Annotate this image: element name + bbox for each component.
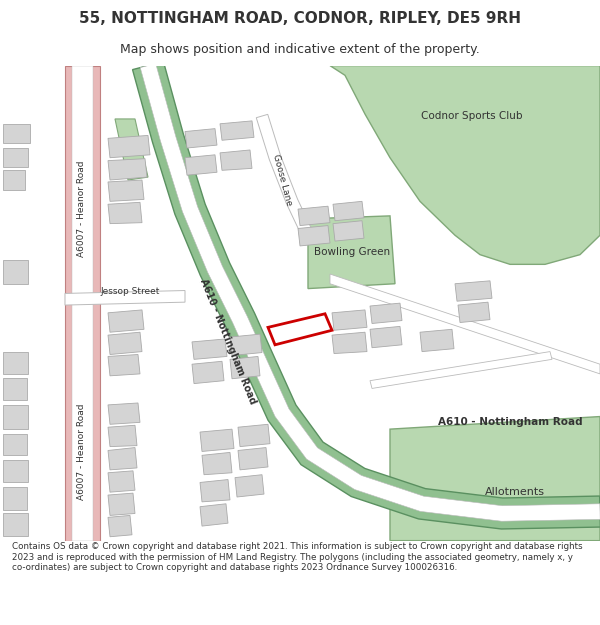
Text: Contains OS data © Crown copyright and database right 2021. This information is : Contains OS data © Crown copyright and d…: [12, 542, 583, 572]
Text: Goose Lane: Goose Lane: [271, 153, 293, 207]
Polygon shape: [108, 493, 135, 516]
Text: A610 - Nottingham Road: A610 - Nottingham Road: [198, 278, 258, 406]
Polygon shape: [200, 479, 230, 502]
Text: A6007 - Heanor Road: A6007 - Heanor Road: [77, 403, 86, 500]
Text: 55, NOTTINGHAM ROAD, CODNOR, RIPLEY, DE5 9RH: 55, NOTTINGHAM ROAD, CODNOR, RIPLEY, DE5…: [79, 11, 521, 26]
Polygon shape: [108, 310, 144, 332]
Text: A6007 - Heanor Road: A6007 - Heanor Road: [77, 161, 86, 258]
Polygon shape: [3, 352, 28, 374]
Polygon shape: [256, 114, 313, 238]
Polygon shape: [298, 226, 330, 246]
Polygon shape: [108, 159, 147, 180]
Polygon shape: [108, 202, 142, 224]
Text: Jessop Street: Jessop Street: [100, 287, 160, 296]
Polygon shape: [108, 471, 135, 492]
Polygon shape: [238, 448, 268, 470]
Polygon shape: [3, 124, 30, 143]
Polygon shape: [3, 460, 28, 482]
Polygon shape: [185, 129, 217, 148]
Polygon shape: [108, 332, 142, 354]
Polygon shape: [202, 452, 232, 475]
Polygon shape: [455, 281, 492, 301]
Polygon shape: [3, 148, 28, 168]
Polygon shape: [333, 221, 364, 241]
Polygon shape: [333, 201, 364, 221]
Polygon shape: [298, 206, 330, 226]
Text: Bowling Green: Bowling Green: [314, 247, 390, 257]
Polygon shape: [220, 150, 252, 171]
Polygon shape: [108, 448, 137, 470]
Text: Codnor Sports Club: Codnor Sports Club: [421, 111, 523, 121]
Polygon shape: [133, 62, 600, 529]
Text: A610 - Nottingham Road: A610 - Nottingham Road: [437, 418, 583, 428]
Polygon shape: [332, 332, 367, 354]
Polygon shape: [330, 66, 600, 264]
Polygon shape: [420, 329, 454, 352]
Polygon shape: [115, 119, 148, 180]
Polygon shape: [192, 361, 224, 384]
Polygon shape: [200, 429, 234, 451]
Polygon shape: [3, 488, 27, 509]
Polygon shape: [308, 216, 395, 289]
Polygon shape: [370, 352, 552, 388]
Polygon shape: [220, 121, 254, 140]
Polygon shape: [370, 303, 402, 324]
Polygon shape: [370, 326, 402, 348]
Text: Map shows position and indicative extent of the property.: Map shows position and indicative extent…: [120, 44, 480, 56]
Polygon shape: [390, 416, 600, 541]
Polygon shape: [238, 424, 270, 447]
Polygon shape: [332, 310, 367, 330]
Polygon shape: [230, 334, 262, 356]
Polygon shape: [235, 475, 264, 497]
Polygon shape: [3, 514, 28, 536]
Polygon shape: [3, 378, 27, 400]
Polygon shape: [458, 302, 490, 322]
Polygon shape: [108, 516, 132, 537]
Polygon shape: [200, 504, 228, 526]
Polygon shape: [108, 354, 140, 376]
Polygon shape: [72, 66, 93, 541]
Polygon shape: [3, 405, 28, 429]
Polygon shape: [65, 66, 100, 541]
Polygon shape: [65, 291, 185, 305]
Polygon shape: [3, 171, 25, 190]
Polygon shape: [108, 180, 144, 201]
Text: Allotments: Allotments: [485, 487, 545, 497]
Polygon shape: [192, 339, 227, 359]
Polygon shape: [3, 434, 27, 456]
Polygon shape: [330, 274, 600, 374]
Polygon shape: [108, 403, 140, 424]
Polygon shape: [140, 64, 600, 521]
Polygon shape: [108, 425, 137, 447]
Polygon shape: [108, 136, 150, 158]
Polygon shape: [3, 259, 28, 284]
Polygon shape: [185, 155, 217, 175]
Polygon shape: [230, 356, 260, 379]
